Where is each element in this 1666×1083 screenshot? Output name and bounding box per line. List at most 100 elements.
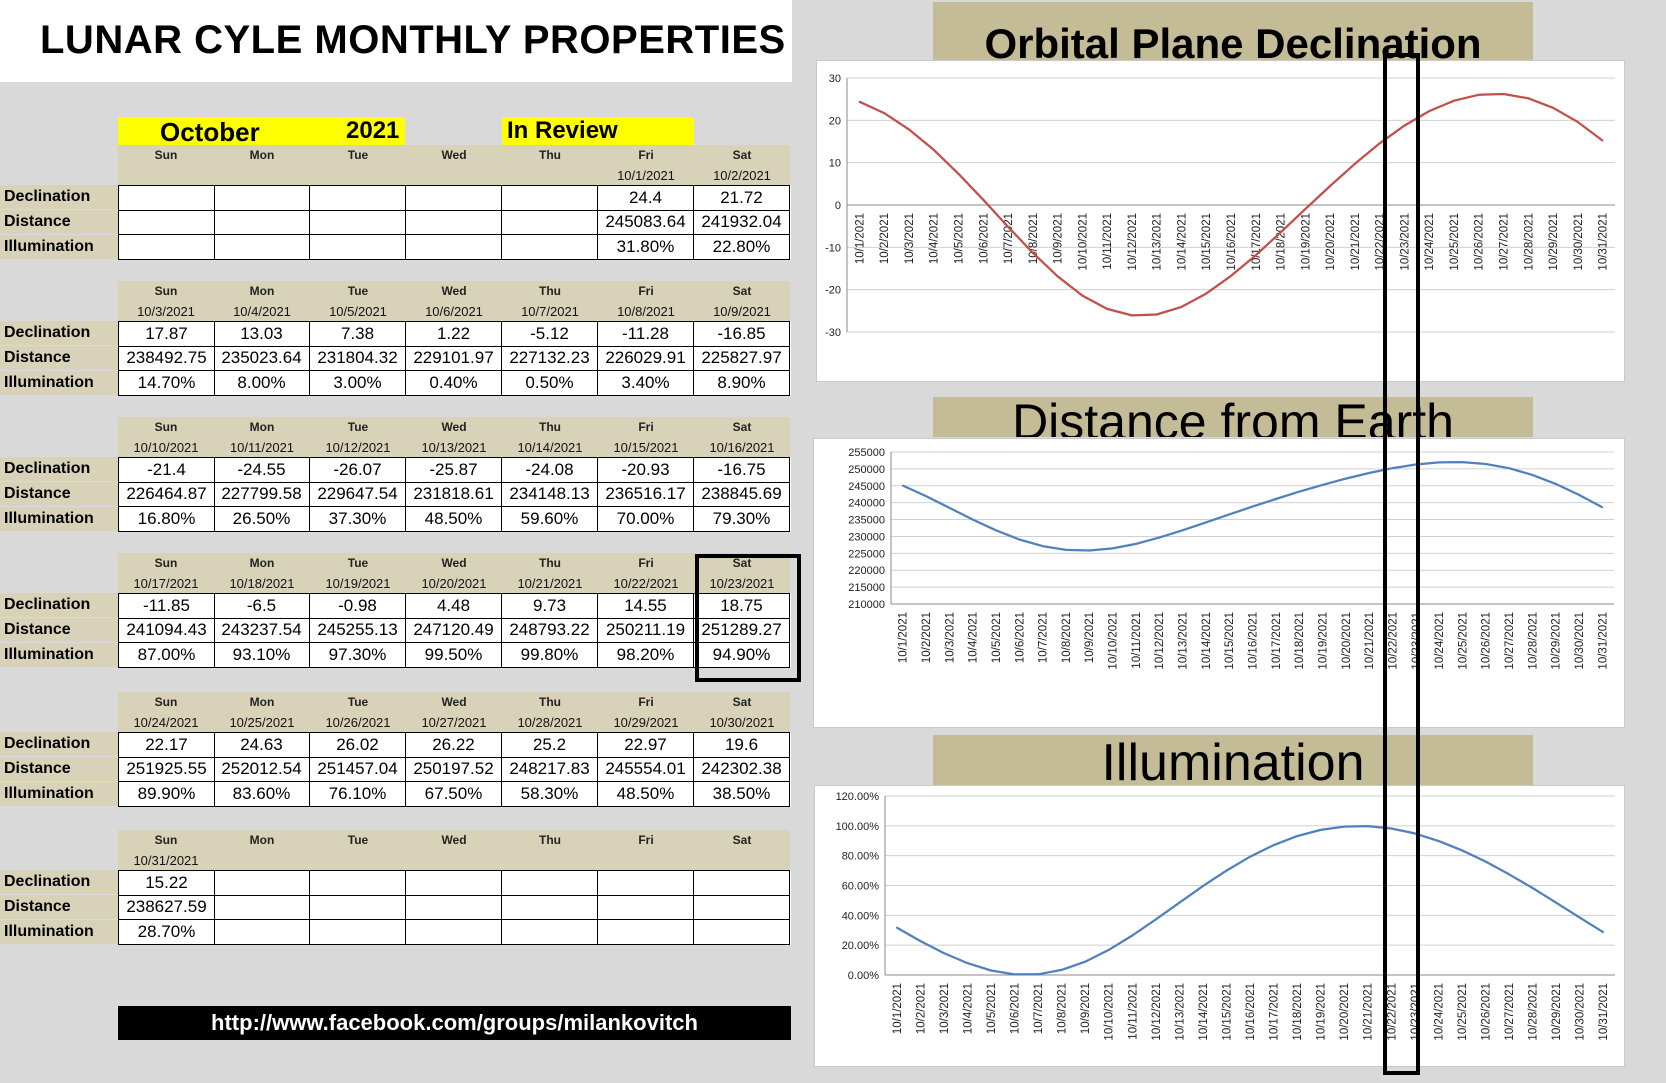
data-point	[1155, 313, 1158, 316]
cell-declination: 17.87	[118, 321, 215, 347]
cell-illumination: 79.30%	[694, 507, 790, 532]
declination-chart-title-band: Orbital Plane Declination	[933, 2, 1533, 62]
cell-illumination: 0.50%	[502, 371, 598, 396]
x-tick-label: 10/30/2021	[1575, 983, 1587, 1041]
cell-declination: -16.85	[694, 321, 790, 347]
data-point	[1354, 163, 1356, 165]
weekday-label: Sun	[154, 148, 178, 162]
cell-distance: 225827.97	[694, 346, 790, 371]
weekday-label: Tue	[347, 284, 369, 298]
date-label: 10/16/2021	[709, 440, 775, 455]
y-tick-label: 240000	[848, 498, 885, 510]
month-header: October 2021	[118, 117, 405, 147]
data-point	[1484, 860, 1487, 863]
cell-illumination	[406, 235, 502, 260]
data-point	[1461, 849, 1463, 852]
data-point	[1106, 308, 1108, 310]
data-point	[895, 926, 898, 929]
x-tick-label: 10/14/2021	[1198, 983, 1210, 1041]
date-label: 10/17/2021	[133, 576, 199, 591]
data-point	[1155, 918, 1157, 921]
cell-declination: 22.17	[118, 732, 215, 758]
data-point	[1414, 832, 1416, 835]
x-tick-label: 10/31/2021	[1597, 612, 1609, 670]
weekday-label: Wed	[441, 148, 467, 162]
x-tick-label: 10/8/2021	[1061, 612, 1073, 663]
x-tick-label: 10/27/2021	[1504, 983, 1516, 1041]
cell-declination: 15.22	[118, 870, 215, 896]
weekday-label: Sun	[154, 420, 178, 434]
weekday-label: Sat	[732, 556, 752, 570]
cell-distance: 235023.64	[214, 346, 310, 371]
weekday-label: Wed	[441, 556, 467, 570]
weekday-label: Thu	[539, 420, 561, 434]
x-tick-label: 10/4/2021	[968, 612, 980, 663]
x-tick-label: 10/5/2021	[953, 213, 965, 264]
cell-distance: 229647.54	[310, 482, 406, 507]
x-tick-label: 10/31/2021	[1598, 983, 1610, 1041]
week-grid: 17.87 13.03 7.38 1.22 -5.12 -11.28 -16.85 23849…	[118, 321, 791, 396]
cell-declination: -25.87	[406, 457, 502, 483]
data-point	[1111, 547, 1114, 550]
x-tick-label: 10/29/2021	[1548, 213, 1560, 271]
x-tick-label: 10/5/2021	[986, 983, 998, 1034]
y-tick-label: 20.00%	[842, 940, 880, 952]
data-point	[1081, 294, 1084, 297]
data-point	[1205, 292, 1208, 295]
data-point	[982, 199, 985, 201]
data-point	[995, 529, 997, 532]
x-tick-label: 10/7/2021	[1003, 213, 1015, 264]
data-point	[1319, 829, 1322, 831]
date-label: 10/31/2021	[133, 853, 199, 868]
cell-distance	[310, 210, 406, 235]
date-label: 10/23/2021	[709, 576, 775, 591]
cell-distance: 245554.01	[598, 757, 694, 782]
weekday-label: Fri	[638, 420, 654, 434]
x-tick-label: 10/20/2021	[1339, 983, 1351, 1041]
cell-distance: 250211.19	[598, 618, 694, 643]
y-tick-label: 60.00%	[842, 881, 880, 893]
data-point	[1249, 855, 1251, 858]
weekday-label: Sat	[732, 833, 752, 847]
cell-distance: 238492.75	[118, 346, 215, 371]
x-tick-label: 10/11/2021	[1127, 983, 1139, 1040]
date-label: 10/22/2021	[613, 576, 679, 591]
data-point	[1296, 835, 1298, 837]
cell-declination: 9.73	[502, 593, 598, 619]
data-point	[948, 506, 951, 509]
row-label-distance: Distance	[0, 757, 118, 781]
date-label: 10/28/2021	[517, 715, 583, 730]
data-point	[1438, 461, 1440, 464]
cell-illumination: 58.30%	[502, 782, 598, 807]
x-tick-label: 10/14/2021	[1176, 213, 1188, 271]
row-label-distance: Distance	[0, 482, 118, 506]
cell-declination: 13.03	[214, 321, 310, 347]
cell-distance: 241094.43	[118, 618, 215, 643]
facebook-link[interactable]: http://www.facebook.com/groups/milankovi…	[118, 1006, 791, 1040]
data-point	[1502, 93, 1505, 95]
x-tick-label: 10/17/2021	[1269, 983, 1281, 1041]
data-point	[1321, 484, 1324, 486]
cell-illumination: 89.90%	[118, 782, 215, 807]
data-point	[1403, 124, 1406, 127]
x-tick-label: 10/19/2021	[1317, 612, 1329, 670]
row-label-declination: Declination	[0, 593, 118, 617]
week-header: Sun 10/31/2021 Mon Tue Wed Thu Fri Sat	[118, 830, 790, 870]
cell-distance: 251457.04	[310, 757, 406, 782]
cell-illumination: 76.10%	[310, 782, 406, 807]
cell-distance: 241932.04	[694, 210, 790, 235]
cell-declination: -5.12	[502, 321, 598, 347]
date-label: 10/26/2021	[325, 715, 391, 730]
data-point	[1013, 973, 1016, 976]
data-point	[883, 112, 885, 114]
x-tick-label: 10/18/2021	[1294, 612, 1306, 670]
y-tick-label: 40.00%	[842, 910, 880, 922]
data-point	[1343, 825, 1345, 828]
data-point	[1084, 960, 1086, 963]
x-tick-label: 10/12/2021	[1151, 983, 1163, 1041]
cell-illumination	[598, 920, 694, 945]
row-label-distance: Distance	[0, 618, 118, 642]
x-tick-label: 10/14/2021	[1201, 612, 1213, 670]
data-point	[1272, 844, 1275, 847]
declination-chart-title: Orbital Plane Declination	[984, 20, 1482, 62]
